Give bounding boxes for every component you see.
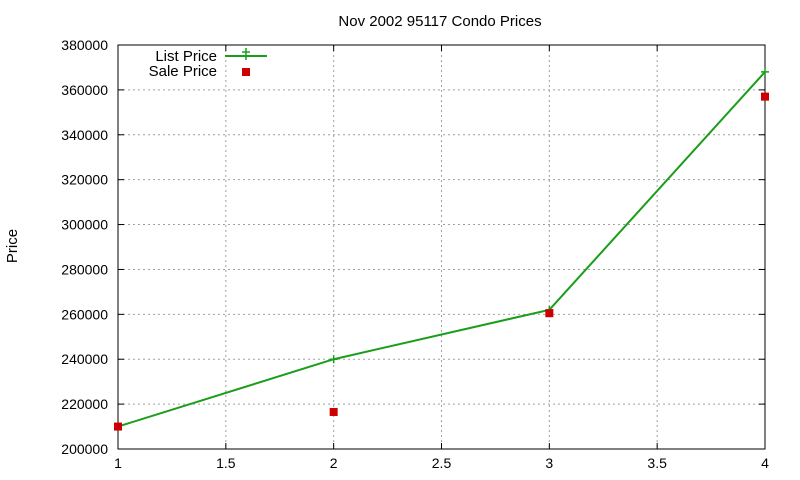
x-tick-label: 3 bbox=[545, 455, 553, 471]
list-price-line bbox=[117, 71, 766, 428]
y-tick-label: 200000 bbox=[61, 441, 108, 457]
legend: List Price Sale Price bbox=[149, 48, 267, 80]
y-tick-label: 360000 bbox=[61, 82, 108, 98]
y-tick-label: 240000 bbox=[61, 351, 108, 367]
sale-price-point bbox=[761, 92, 769, 101]
x-tick-label: 3.5 bbox=[647, 455, 667, 471]
sale-price-point bbox=[329, 407, 338, 416]
x-tick-labels: 1 1.5 2 2.5 3 3.5 4 bbox=[114, 455, 769, 471]
series-layer bbox=[114, 67, 769, 431]
legend-label-sale-price: Sale Price bbox=[149, 63, 217, 80]
grid bbox=[118, 45, 765, 449]
y-tick-label: 220000 bbox=[61, 396, 108, 412]
x-tick-label: 2.5 bbox=[432, 455, 452, 471]
y-tick-label: 340000 bbox=[61, 127, 108, 143]
y-tick-label: 320000 bbox=[61, 172, 108, 188]
y-tick-labels: 200000 220000 240000 260000 280000 300000 3200… bbox=[61, 37, 108, 457]
legend-swatch-list-price-marker bbox=[242, 48, 250, 60]
list-price-point bbox=[329, 355, 338, 364]
y-tick-label: 380000 bbox=[61, 37, 108, 53]
legend-swatch-sale-price-marker bbox=[242, 68, 250, 76]
x-tick-label: 1.5 bbox=[216, 455, 236, 471]
x-tick-label: 2 bbox=[330, 455, 338, 471]
sale-price-point bbox=[114, 422, 122, 431]
legend-label-list-price: List Price bbox=[155, 48, 217, 65]
sale-price-point bbox=[545, 309, 554, 318]
y-axis-label: Price bbox=[4, 229, 21, 263]
y-tick-label: 280000 bbox=[61, 261, 108, 277]
y-tick-label: 300000 bbox=[61, 217, 108, 233]
x-tick-label: 4 bbox=[761, 455, 769, 471]
x-tick-label: 1 bbox=[114, 455, 122, 471]
list-price-point bbox=[761, 67, 769, 76]
chart-title: Nov 2002 95117 Condo Prices bbox=[338, 13, 541, 30]
plot-frame bbox=[117, 44, 766, 450]
y-tick-label: 260000 bbox=[61, 306, 108, 322]
